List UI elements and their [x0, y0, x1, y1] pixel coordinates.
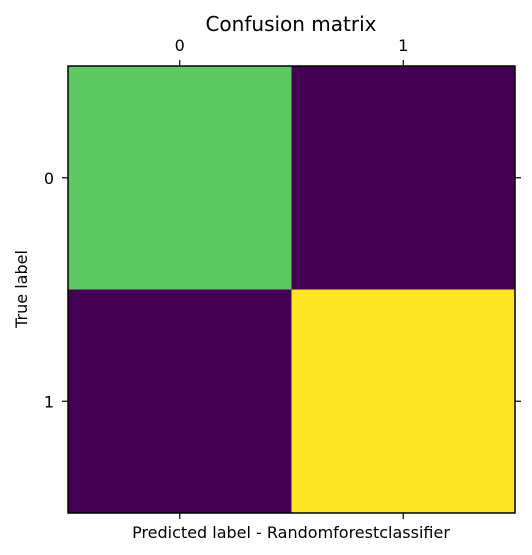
- y-tick-label-1: 1: [44, 392, 54, 411]
- heatmap-cell-1-0: [68, 289, 292, 513]
- x-tick-label-0: 0: [175, 36, 185, 55]
- heatmap-cells: [68, 66, 515, 513]
- x-tick-label-1: 1: [398, 36, 408, 55]
- heatmap-cell-0-1: [291, 66, 515, 290]
- plot-frame: [67, 65, 516, 514]
- y-axis-label: True label: [12, 250, 31, 329]
- axis-ticks: 0 1 0 1: [44, 36, 521, 519]
- heatmap-cell-1-1: [291, 289, 515, 513]
- y-tick-label-0: 0: [44, 169, 54, 188]
- heatmap-cell-0-0: [68, 66, 292, 290]
- chart-title: Confusion matrix: [205, 12, 376, 36]
- x-axis-label: Predicted label - Randomforestclassifier: [132, 523, 450, 542]
